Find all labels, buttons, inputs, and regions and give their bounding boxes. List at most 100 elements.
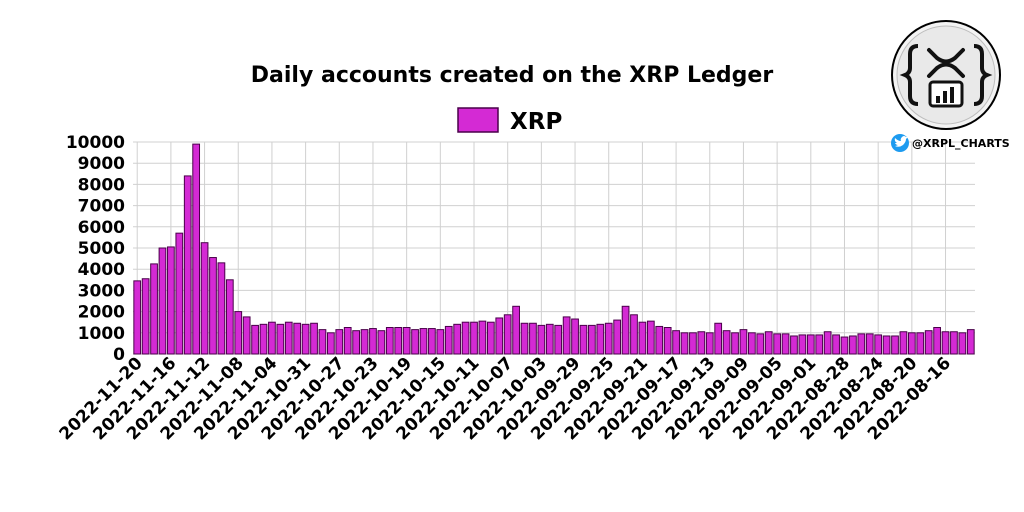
- bar: [150, 263, 158, 355]
- chart-title: Daily accounts created on the XRP Ledger: [251, 63, 774, 88]
- bar: [503, 314, 512, 355]
- bar: [377, 330, 386, 355]
- bar: [655, 325, 664, 355]
- bar: [907, 332, 916, 355]
- brand: @XRPL_CHARTS: [891, 20, 1010, 152]
- bar: [512, 305, 520, 355]
- bar: [916, 332, 925, 355]
- bar: [781, 333, 790, 355]
- bar: [183, 175, 192, 355]
- bar: [899, 331, 908, 355]
- bar: [343, 327, 352, 355]
- bar: [554, 324, 563, 355]
- legend-label: XRP: [510, 109, 562, 135]
- bar: [301, 323, 310, 355]
- y-tick-label: 3000: [78, 281, 125, 301]
- y-tick-label: 6000: [78, 218, 125, 238]
- bar: [360, 329, 369, 355]
- bar: [470, 321, 478, 355]
- y-tick-label: 9000: [78, 154, 125, 174]
- bar: [369, 328, 377, 355]
- bar: [697, 331, 706, 355]
- bar: [310, 322, 318, 355]
- y-tick-label: 7000: [78, 197, 125, 217]
- bar: [529, 322, 537, 355]
- legend: XRP: [457, 107, 562, 135]
- bar: [411, 329, 419, 355]
- y-tick-label: 1000: [78, 324, 125, 344]
- bar: [436, 329, 445, 355]
- bar: [874, 334, 883, 355]
- bar: [815, 334, 824, 355]
- bar: [672, 330, 680, 355]
- bar: [798, 334, 807, 355]
- bar: [764, 331, 773, 355]
- twitter-bird-icon: [891, 134, 909, 152]
- bar: [865, 333, 874, 355]
- bar: [562, 316, 571, 355]
- bar: [857, 333, 866, 355]
- y-tick-label: 4000: [78, 260, 125, 280]
- y-tick-label: 5000: [78, 239, 125, 259]
- bar: [790, 335, 798, 355]
- bar: [276, 323, 285, 355]
- bar: [461, 321, 470, 355]
- bar: [705, 332, 714, 355]
- bar: [259, 323, 268, 355]
- bar: [748, 332, 756, 355]
- bar: [242, 316, 251, 355]
- bar: [545, 323, 554, 355]
- y-tick-label: 10000: [66, 133, 125, 153]
- bar: [596, 323, 605, 355]
- bar: [335, 329, 344, 355]
- bar: [520, 322, 529, 355]
- bar: [823, 331, 832, 355]
- bar: [933, 327, 941, 355]
- bar: [453, 323, 462, 355]
- bar: [141, 278, 150, 355]
- bar: [318, 329, 327, 355]
- y-axis: 0100020003000400050006000700080009000100…: [66, 133, 125, 365]
- bar: [158, 247, 167, 355]
- bar: [638, 321, 647, 355]
- bar: [621, 305, 630, 355]
- y-tick-label: 2000: [78, 303, 125, 323]
- bar: [806, 334, 815, 355]
- bar: [268, 321, 276, 355]
- bar: [722, 330, 731, 355]
- bar: [209, 257, 217, 355]
- bar: [924, 330, 933, 355]
- bar: [941, 331, 950, 355]
- bars: [133, 143, 975, 355]
- bar: [402, 327, 411, 355]
- y-tick-label: 8000: [78, 175, 125, 195]
- bar: [192, 143, 201, 355]
- bar: [689, 332, 697, 355]
- bar: [663, 327, 672, 355]
- bar: [739, 329, 748, 355]
- bar: [385, 327, 394, 355]
- x-axis: 2022-11-202022-11-162022-11-122022-11-08…: [56, 353, 955, 444]
- bar: [133, 280, 142, 355]
- bar: [478, 320, 487, 355]
- bar: [714, 322, 723, 355]
- bar: [773, 333, 781, 355]
- bar: [849, 335, 857, 355]
- bar: [428, 328, 436, 355]
- bar: [613, 319, 622, 355]
- bar: [486, 321, 495, 355]
- bar: [495, 317, 504, 355]
- bar: [444, 325, 453, 355]
- bar: [832, 334, 840, 355]
- bar: [327, 332, 335, 355]
- bar: [604, 322, 613, 355]
- y-tick-label: 0: [113, 345, 125, 365]
- bar: [882, 335, 891, 355]
- bar: [293, 322, 302, 355]
- bar: [251, 324, 259, 355]
- bar: [958, 332, 967, 355]
- bar: [891, 335, 899, 355]
- bar: [394, 327, 403, 355]
- bar: [419, 328, 428, 355]
